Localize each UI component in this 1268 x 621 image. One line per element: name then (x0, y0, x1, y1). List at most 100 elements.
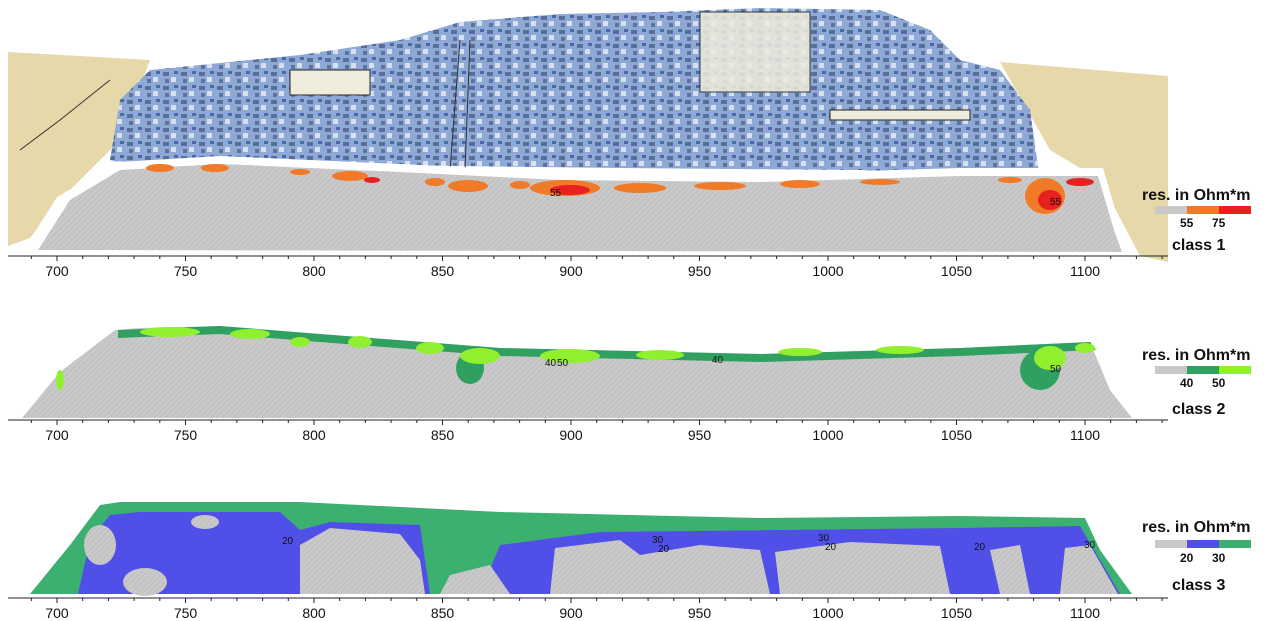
x-tick-label: 750 (174, 427, 198, 443)
x-tick-label: 1100 (1070, 605, 1100, 621)
anomaly (300, 528, 425, 594)
x-tick-label: 850 (431, 263, 455, 279)
x-tick-label: 1000 (812, 605, 843, 621)
anomaly (550, 185, 590, 195)
panel-class-2: 40 50 40 50 700 750 800 850 900 950 1000 1050 11… (8, 326, 1251, 443)
building-outline (829, 109, 971, 121)
contour-label: 30 (652, 535, 664, 546)
anomaly (191, 515, 219, 529)
x-tick-label: 1050 (941, 427, 972, 443)
anomaly (860, 179, 900, 185)
class-label: class 3 (1172, 577, 1225, 594)
x-tick-label: 1100 (1070, 263, 1100, 279)
legend-swatch (1187, 206, 1219, 214)
anomaly (364, 177, 380, 183)
legend-value: 20 (1180, 551, 1194, 565)
anomaly (780, 180, 820, 188)
anomaly (118, 326, 1096, 362)
anomaly (348, 336, 372, 348)
legend-swatch (1219, 206, 1251, 214)
legend-swatch (1219, 540, 1251, 548)
resistivity-section (38, 164, 1122, 252)
anomaly (636, 350, 684, 360)
contour-label: 20 (974, 542, 986, 553)
legend-value: 40 (1180, 376, 1194, 390)
legend-swatch (1155, 206, 1187, 214)
x-tick-label: 850 (431, 427, 455, 443)
x-tick-label: 800 (302, 427, 326, 443)
anomaly (540, 349, 600, 363)
x-tick-label: 800 (302, 263, 326, 279)
anomaly (510, 181, 530, 189)
x-tick-label: 850 (431, 605, 455, 621)
x-tick-label: 1000 (812, 427, 843, 443)
x-tick-label: 1050 (941, 263, 972, 279)
anomaly (332, 171, 368, 181)
contour-label: 50 (1050, 364, 1062, 375)
anomaly (416, 342, 444, 354)
x-tick-label: 800 (302, 605, 326, 621)
legend-title: res. in Ohm*m (1142, 187, 1250, 204)
x-tick-label: 1000 (812, 263, 843, 279)
x-tick-label: 700 (45, 263, 69, 279)
legend-title: res. in Ohm*m (1142, 347, 1250, 364)
legend-title: res. in Ohm*m (1142, 519, 1250, 536)
anomaly (694, 182, 746, 190)
building-outline (699, 11, 811, 93)
x-axis-ticks: 700 750 800 850 900 950 1000 1050 1100 (30, 598, 1163, 621)
legend-swatch (1187, 540, 1219, 548)
orthophoto-surface (110, 8, 1040, 180)
anomaly (140, 327, 200, 337)
x-tick-label: 900 (559, 427, 583, 443)
map-line (464, 39, 471, 171)
anomaly (201, 164, 229, 172)
anomaly (123, 568, 167, 596)
class-label: class 1 (1172, 237, 1225, 254)
anomalies-class-1 (146, 164, 1094, 214)
panel-class-1: 55 55 700 750 800 850 900 950 1000 1050 1100 res… (8, 8, 1251, 279)
x-tick-label: 950 (688, 605, 712, 621)
anomaly (425, 178, 445, 186)
legend-value: 30 (1212, 551, 1226, 565)
x-tick-label: 900 (559, 263, 583, 279)
anomaly (990, 545, 1030, 594)
anomaly (1038, 190, 1062, 210)
resistivity-section (22, 326, 1132, 418)
anomaly (876, 346, 924, 354)
profile-surface-line (24, 155, 1132, 255)
x-tick-label: 750 (174, 605, 198, 621)
legend-class-1: res. in Ohm*m 55 75 (1142, 187, 1251, 230)
x-tick-label: 700 (45, 427, 69, 443)
x-tick-label: 950 (688, 263, 712, 279)
contour-label: 20 (825, 542, 837, 553)
map-line (449, 39, 461, 171)
anomaly (290, 169, 310, 175)
anomaly (230, 329, 270, 339)
anomaly (1066, 178, 1094, 186)
contour-label: 20 (282, 536, 294, 547)
legend-class-2: res. in Ohm*m 40 50 (1142, 347, 1251, 390)
x-tick-label: 1050 (941, 605, 972, 621)
x-tick-label: 1100 (1070, 427, 1100, 443)
x-tick-label: 900 (559, 605, 583, 621)
contour-label: 40 (545, 358, 557, 369)
anomaly (1075, 343, 1095, 353)
anomaly (440, 565, 510, 594)
contour-label: 20 (658, 544, 670, 555)
contour-label: 55 (550, 188, 562, 199)
class-label: class 2 (1172, 401, 1225, 418)
anomaly (146, 164, 174, 172)
x-tick-label: 950 (688, 427, 712, 443)
legend-swatch (1219, 366, 1251, 374)
anomaly (775, 542, 950, 594)
anomalies-class-3 (78, 512, 1120, 596)
panel-class-3: 20 30 20 30 20 20 30 700 750 800 850 900 950 1… (8, 502, 1251, 621)
x-axis-ticks: 700 750 800 850 900 950 1000 1050 1100 (30, 420, 1163, 443)
legend-value: 50 (1212, 376, 1226, 390)
terrain-left-slope (8, 52, 150, 246)
legend-swatch (1155, 366, 1187, 374)
legend-value: 75 (1212, 216, 1226, 230)
anomaly (1034, 346, 1066, 370)
terrain-right-slope (1000, 62, 1168, 262)
